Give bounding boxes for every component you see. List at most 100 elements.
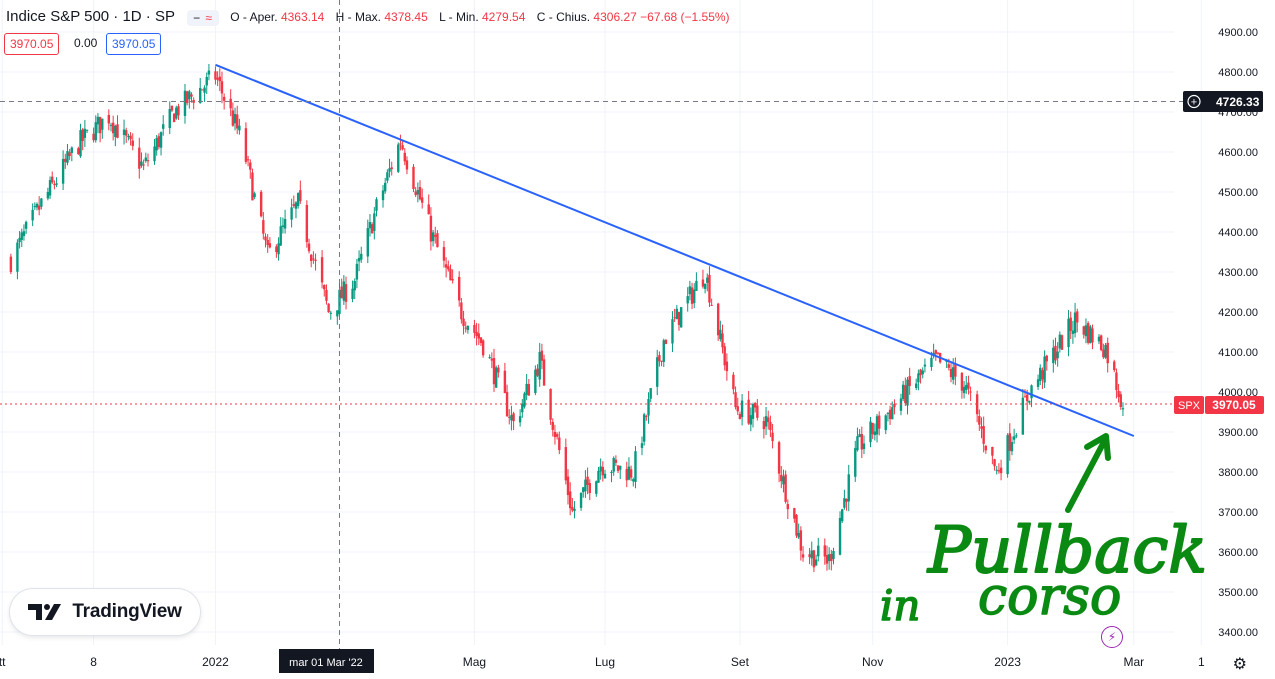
candle-body — [978, 415, 981, 425]
candle-body — [534, 369, 537, 394]
candle-body — [642, 414, 646, 442]
candle-body — [553, 431, 557, 438]
candle-body — [479, 337, 483, 344]
x-tick-label: Set — [731, 655, 750, 669]
candle-body — [782, 476, 785, 485]
handwritten-arrow-head — [1084, 433, 1111, 461]
candle-body — [249, 162, 252, 170]
candle-body — [677, 311, 681, 325]
candle-body — [930, 357, 933, 368]
candle-body — [814, 559, 818, 566]
candle-body — [658, 355, 661, 362]
svg-text:4726.33: 4726.33 — [1216, 95, 1260, 109]
trendline[interactable] — [215, 63, 1135, 437]
candle-body — [40, 198, 43, 207]
candle-body — [597, 470, 600, 483]
candle-body — [444, 264, 448, 268]
candle-body — [207, 70, 211, 75]
candle-body — [414, 191, 417, 196]
candle-body — [847, 474, 850, 502]
y-tick-label: 4400.00 — [1218, 227, 1258, 239]
candle-body — [1091, 328, 1094, 343]
candle-body — [1025, 394, 1029, 402]
y-tick-label: 4100.00 — [1218, 347, 1258, 359]
candle-body — [786, 504, 790, 510]
candle-body — [107, 114, 111, 124]
candle-body — [784, 474, 787, 502]
candle-body — [360, 253, 363, 260]
candle-body — [238, 125, 241, 131]
candle-body — [142, 164, 145, 166]
candle-body — [536, 368, 539, 376]
candle-body — [457, 276, 461, 301]
candle-body — [185, 91, 189, 104]
candle-body — [505, 392, 509, 417]
candle-body — [1086, 323, 1090, 343]
candle-body — [144, 157, 148, 161]
candle-body — [1097, 336, 1101, 342]
candle-body — [1121, 408, 1125, 410]
ask-price-box[interactable]: 3970.05 — [106, 33, 162, 55]
candle-body — [610, 472, 613, 474]
candle-body — [1113, 361, 1116, 371]
candle-body — [823, 545, 827, 557]
candle-body — [101, 118, 104, 130]
candle-body — [1058, 334, 1062, 349]
candle-body — [48, 180, 52, 196]
candle-body — [70, 147, 74, 154]
candle-body — [734, 392, 737, 408]
tradingview-logo[interactable]: TradingView — [10, 589, 200, 635]
candle-body — [673, 317, 676, 319]
candle-body — [747, 399, 750, 424]
candle-body — [329, 312, 332, 314]
flash-icon[interactable]: ⚡ — [1101, 626, 1123, 648]
candle-body — [510, 415, 513, 421]
symbol-title[interactable]: Indice S&P 500 · 1D · SP — [6, 8, 175, 25]
svg-text:corso: corso — [978, 567, 1121, 627]
candle-body — [310, 254, 313, 261]
candle-body — [936, 352, 940, 354]
candle-body — [77, 148, 80, 155]
candle-body — [664, 339, 668, 344]
candle-body — [481, 340, 485, 356]
candle-body — [716, 303, 720, 336]
candle-body — [66, 151, 69, 163]
settings-gear-icon[interactable]: ⚙ — [1232, 656, 1247, 673]
candle-body — [923, 364, 927, 367]
bid-price-box[interactable]: 3970.05 — [4, 33, 60, 55]
candle-body — [264, 236, 267, 241]
candle-body — [582, 487, 585, 493]
candle-body — [183, 90, 187, 116]
candle-body — [1043, 356, 1046, 383]
candle-body — [85, 129, 89, 131]
x-tick-label: 2023 — [994, 655, 1021, 669]
candle-body — [917, 373, 920, 383]
candle-body — [740, 400, 744, 418]
candle-body — [780, 474, 783, 482]
x-tick-label: 2022 — [202, 655, 229, 669]
candle-body — [708, 274, 711, 303]
candle-body — [675, 308, 679, 320]
y-tick-label: 4300.00 — [1218, 267, 1258, 279]
candle-body — [573, 508, 576, 511]
legend-buttons[interactable]: − ≈ — [186, 9, 219, 26]
candle-body — [490, 358, 494, 361]
candle-body — [934, 350, 937, 354]
candle-body — [756, 405, 759, 418]
minus-icon: − — [193, 10, 201, 25]
candle-body — [236, 114, 239, 129]
candle-body — [767, 417, 770, 423]
candle-body — [218, 76, 222, 82]
candle-body — [518, 416, 522, 423]
y-tick-label: 4900.00 — [1218, 27, 1258, 39]
candle-body — [61, 158, 65, 184]
candle-body — [199, 87, 202, 104]
candle-body — [231, 110, 235, 126]
candle-body — [277, 243, 280, 255]
candle-body — [22, 231, 26, 236]
candle-body — [584, 479, 587, 492]
candle-body — [906, 379, 909, 406]
candle-body — [797, 533, 800, 538]
candle-body — [703, 283, 707, 289]
